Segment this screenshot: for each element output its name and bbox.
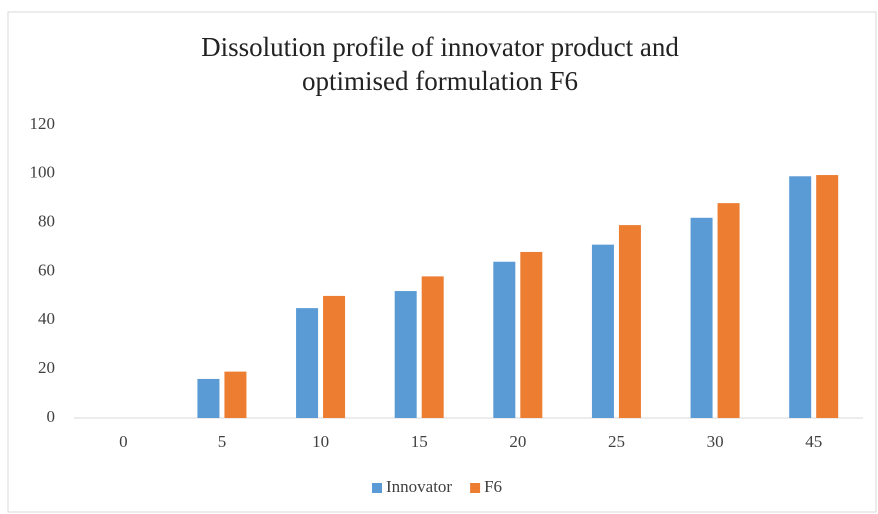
y-tick-label: 20	[38, 358, 55, 377]
bar	[717, 203, 740, 418]
bar	[394, 291, 417, 418]
bar	[591, 244, 614, 418]
legend-label: Innovator	[386, 477, 452, 496]
bar	[224, 371, 247, 418]
chart-title: Dissolution profile of innovator product…	[201, 32, 679, 62]
bar	[296, 308, 319, 418]
y-tick-label: 100	[30, 163, 56, 182]
x-tick-label: 45	[805, 432, 822, 451]
x-tick-label: 30	[707, 432, 724, 451]
y-tick-label: 80	[38, 212, 55, 231]
x-tick-label: 10	[312, 432, 329, 451]
x-tick-label: 15	[411, 432, 428, 451]
y-tick-label: 120	[30, 114, 56, 133]
x-tick-label: 20	[509, 432, 526, 451]
x-tick-label: 5	[218, 432, 227, 451]
bar	[520, 251, 543, 418]
y-tick-label: 60	[38, 260, 55, 279]
bar	[323, 295, 346, 418]
y-tick-label: 0	[47, 407, 56, 426]
bar	[690, 217, 713, 418]
legend-label: F6	[484, 477, 502, 496]
x-tick-label: 25	[608, 432, 625, 451]
bar	[493, 261, 516, 418]
bar	[618, 225, 641, 418]
bar	[421, 276, 444, 418]
x-tick-label: 0	[119, 432, 128, 451]
chart-title: optimised formulation F6	[302, 66, 578, 96]
bar	[816, 175, 839, 418]
bar	[789, 176, 812, 418]
legend-swatch	[372, 483, 382, 493]
bar	[197, 378, 220, 418]
y-tick-label: 40	[38, 309, 55, 328]
legend-swatch	[470, 483, 481, 493]
